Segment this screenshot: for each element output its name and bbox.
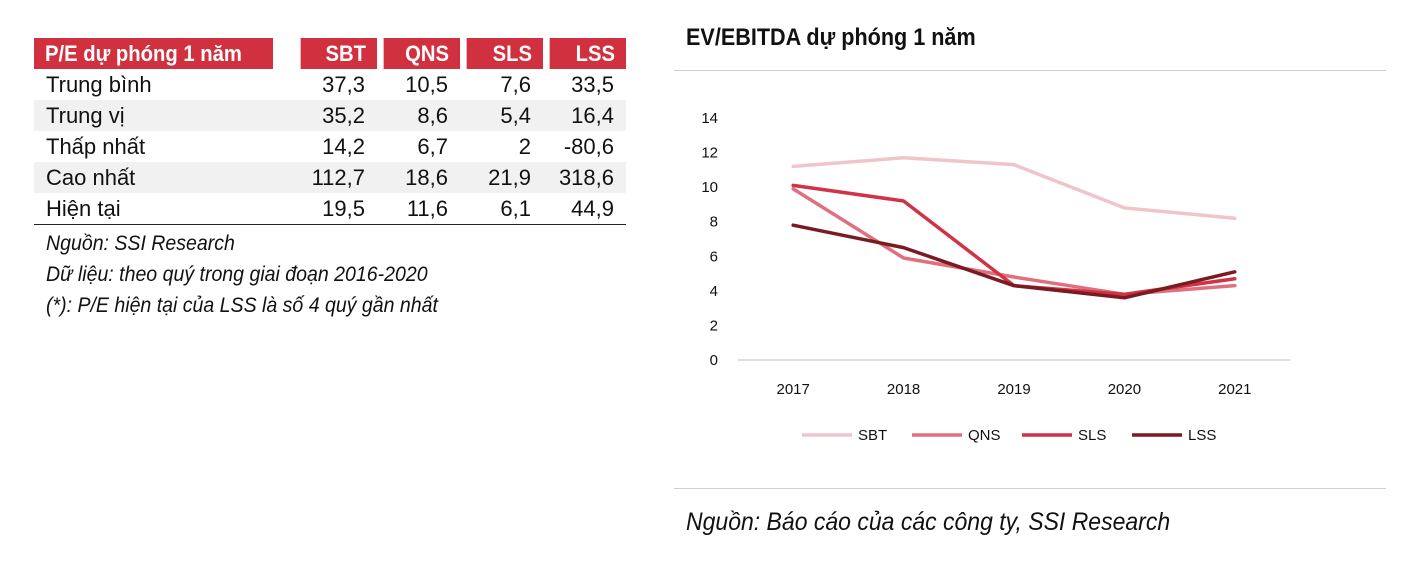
y-tick-label: 14	[701, 110, 718, 127]
cell-sls: 21,9	[460, 162, 543, 193]
x-tick-label: 2017	[777, 381, 810, 398]
cell-qns: 10,5	[405, 71, 448, 97]
cell-sbt: 112,7	[294, 162, 377, 193]
cell-sbt: 35,2	[294, 100, 377, 131]
table-row: Trung vị 35,2 8,6 5,4 16,4	[34, 100, 626, 131]
y-tick-label: 12	[701, 145, 718, 162]
x-tick-label: 2019	[997, 381, 1030, 398]
pe-table-header-row: P/E dự phóng 1 năm SBT QNS SLS LSS	[34, 38, 626, 69]
pe-table: P/E dự phóng 1 năm SBT QNS SLS LSS Trung…	[34, 38, 626, 225]
cell-lss: 318,6	[543, 162, 626, 193]
table-row: Cao nhất 112,7 18,6 21,9 318,6	[34, 162, 626, 193]
chart-title: EV/EBITDA dự phóng 1 năm	[686, 24, 976, 51]
cell-sbt: 37,3	[322, 71, 365, 97]
chart-source: Nguồn: Báo cáo của các công ty, SSI Rese…	[686, 508, 1171, 536]
cell-sls: 6,1	[460, 193, 543, 225]
x-tick-label: 2020	[1108, 381, 1141, 398]
y-tick-label: 0	[710, 352, 718, 369]
cell-lss: 33,5	[571, 71, 614, 97]
legend-label-sbt: SBT	[858, 427, 887, 444]
cell-sls: 2	[518, 133, 531, 159]
row-label: Thấp nhất	[46, 133, 146, 159]
note-data-period: Dữ liệu: theo quý trong giai đoạn 2016-2…	[46, 263, 428, 286]
cell-qns: 6,7	[417, 133, 448, 159]
cell-lss: -80,6	[563, 133, 614, 159]
cell-qns: 8,6	[377, 100, 460, 131]
table-row: Trung bình 37,3 10,5 7,6 33,5	[34, 69, 626, 100]
series-line-lss	[791, 223, 1237, 300]
pe-header-sls: SLS	[466, 38, 543, 69]
cell-sbt: 19,5	[294, 193, 377, 225]
note-source: Nguồn: SSI Research	[46, 232, 235, 255]
ev-ebitda-chart: 0 2 4 6 8 10 12 14 2017 2018 2019 2020 2021 SBT QNS SLS…	[701, 110, 1290, 444]
legend-label-sls: SLS	[1078, 427, 1106, 444]
row-label: Trung bình	[46, 71, 152, 97]
chart-bottom-divider	[674, 488, 1386, 489]
y-tick-label: 4	[710, 283, 718, 300]
pe-header-metric: P/E dự phóng 1 năm	[34, 38, 274, 69]
cell-sbt: 14,2	[322, 133, 365, 159]
pe-header-lss: LSS	[549, 38, 626, 69]
row-label: Trung vị	[34, 100, 294, 131]
note-lss-footnote: (*): P/E hiện tại của LSS là số 4 quý gầ…	[46, 294, 438, 317]
x-tick-label: 2021	[1218, 381, 1251, 398]
cell-qns: 18,6	[377, 162, 460, 193]
row-label: Cao nhất	[34, 162, 294, 193]
y-tick-label: 2	[710, 317, 718, 334]
pe-header-sbt: SBT	[300, 38, 377, 69]
legend-label-qns: QNS	[968, 427, 1001, 444]
cell-lss: 16,4	[543, 100, 626, 131]
legend-label-lss: LSS	[1188, 427, 1216, 444]
table-notes: Nguồn: SSI Research Dữ liệu: theo quý tr…	[46, 228, 467, 321]
series-line-sbt	[791, 156, 1237, 221]
y-tick-label: 8	[710, 214, 718, 231]
x-tick-label: 2018	[887, 381, 920, 398]
row-label: Hiện tại	[34, 193, 294, 225]
cell-sls: 5,4	[460, 100, 543, 131]
cell-qns: 11,6	[377, 193, 460, 225]
series-line-qns	[791, 187, 1237, 297]
chart-top-divider	[674, 70, 1386, 71]
y-tick-label: 10	[701, 179, 718, 196]
cell-lss: 44,9	[543, 193, 626, 225]
pe-header-qns: QNS	[383, 38, 460, 69]
table-row: Hiện tại 19,5 11,6 6,1 44,9	[34, 193, 626, 225]
table-row: Thấp nhất 14,2 6,7 2 -80,6	[34, 131, 626, 162]
cell-sls: 7,6	[500, 71, 531, 97]
y-tick-label: 6	[710, 248, 718, 265]
